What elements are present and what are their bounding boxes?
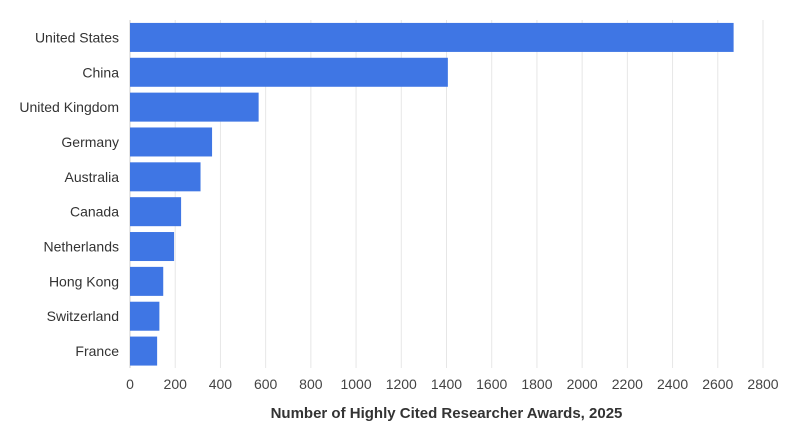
x-tick-label: 0 <box>126 376 134 392</box>
category-label: United States <box>35 29 119 45</box>
category-label: Switzerland <box>47 308 119 324</box>
category-label: Hong Kong <box>49 273 119 289</box>
x-tick-label: 2800 <box>747 376 778 392</box>
x-tick-label: 2600 <box>702 376 733 392</box>
bar-switzerland <box>130 301 160 331</box>
category-label: Canada <box>70 204 119 220</box>
bar-netherlands <box>130 232 175 262</box>
x-tick-label: 1200 <box>386 376 417 392</box>
x-tick-label: 1600 <box>476 376 507 392</box>
x-tick-label: 400 <box>209 376 233 392</box>
category-label: Germany <box>61 134 119 150</box>
x-tick-labels: 0 200 400 600 800 1000 1200 1400 1600 1800 2000 220… <box>126 376 779 392</box>
x-tick-label: 2400 <box>657 376 688 392</box>
category-label: Australia <box>65 169 120 185</box>
category-labels: United States China United Kingdom Germany A… <box>19 29 119 359</box>
x-tick-label: 2000 <box>567 376 598 392</box>
bars <box>130 22 734 366</box>
category-label: Netherlands <box>44 239 120 255</box>
bar-united-kingdom <box>130 92 259 122</box>
bar-united-states <box>130 22 734 52</box>
bar-canada <box>130 197 182 227</box>
x-tick-label: 1400 <box>431 376 462 392</box>
bar-france <box>130 336 158 366</box>
x-axis-title: Number of Highly Cited Researcher Awards… <box>271 405 623 422</box>
bar-germany <box>130 127 213 157</box>
category-label: United Kingdom <box>19 99 119 115</box>
bar-china <box>130 57 448 87</box>
x-tick-label: 800 <box>299 376 323 392</box>
x-tick-label: 1000 <box>340 376 371 392</box>
bar-hong-kong <box>130 266 164 296</box>
x-tick-label: 200 <box>164 376 188 392</box>
x-tick-label: 600 <box>254 376 278 392</box>
x-tick-label: 1800 <box>521 376 552 392</box>
category-label: China <box>82 64 119 80</box>
bar-australia <box>130 162 201 192</box>
x-tick-label: 2200 <box>612 376 643 392</box>
category-label: France <box>75 343 119 359</box>
